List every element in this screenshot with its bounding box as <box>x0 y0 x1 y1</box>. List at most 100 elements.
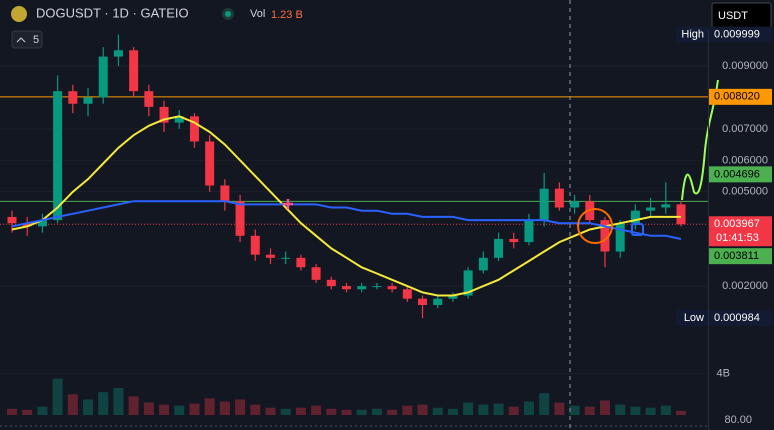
candle-body <box>494 238 504 258</box>
candle-body <box>570 201 580 208</box>
volume-bar <box>676 410 686 415</box>
volume-bar <box>569 405 580 415</box>
price-label-box <box>709 166 772 183</box>
volume-bar <box>356 409 367 415</box>
candle-body <box>402 289 412 299</box>
volume-bar <box>508 406 519 415</box>
y-tick-label: 0.005000 <box>722 186 768 198</box>
symbol-title[interactable]: DOGUSDT · 1D · GATEIO <box>36 5 189 20</box>
candle-body <box>144 91 154 107</box>
volume-bar <box>235 399 246 415</box>
candle-body <box>676 204 686 225</box>
price-label-box <box>709 248 772 265</box>
candle-body <box>478 257 488 271</box>
candle-body <box>387 286 397 290</box>
volume-bar <box>67 394 78 415</box>
volume-bar <box>645 407 656 415</box>
volume-bar <box>554 402 565 415</box>
price-label-box <box>709 88 772 105</box>
candle-body <box>205 141 215 186</box>
volume-bar <box>7 408 17 415</box>
extreme-tag: High <box>681 29 704 41</box>
volume-bar <box>98 392 109 415</box>
price-label: 0.003967 <box>714 218 760 230</box>
volume-tick-label: 4B <box>717 367 730 379</box>
candle-body <box>22 223 32 227</box>
volume-bar <box>371 408 382 415</box>
candle-body <box>98 56 108 98</box>
extreme-label: 0.000984 <box>714 312 760 324</box>
volume-bar <box>478 404 489 415</box>
volume-bar <box>250 404 261 415</box>
volume-bar <box>295 407 306 415</box>
volume-bar <box>539 393 550 415</box>
volume-bar <box>280 408 291 415</box>
candle-body <box>600 220 610 252</box>
extreme-tag-box <box>676 26 708 43</box>
extreme-label-box <box>709 310 772 327</box>
candle-body <box>113 50 123 57</box>
volume-bar <box>523 401 534 415</box>
candle-body <box>646 207 656 211</box>
candle-body <box>159 106 169 123</box>
volume-bar <box>219 401 230 415</box>
volume-bar <box>463 402 474 415</box>
volume-bar <box>174 405 185 415</box>
scale-divider <box>708 30 709 430</box>
volume-bar <box>432 407 443 415</box>
moving-average <box>11 115 681 297</box>
extreme-tag-box <box>676 310 708 327</box>
candle-body <box>509 238 519 243</box>
price-label: 0.003811 <box>714 250 759 262</box>
y-tick-label: 0.006000 <box>722 154 768 166</box>
volume-bar <box>584 406 595 415</box>
volume-bar <box>630 406 641 415</box>
candle-body <box>372 286 382 288</box>
candle-body <box>296 257 306 268</box>
extreme-label: 0.009999 <box>714 29 760 41</box>
y-tick-label: 0.002000 <box>722 280 768 292</box>
volume-bar <box>660 405 671 415</box>
currency-label: USDT <box>718 10 748 22</box>
oscillator-tick-label: 80.00 <box>724 414 752 426</box>
chevron-icon <box>16 37 26 43</box>
volume-bar <box>204 398 215 415</box>
candle-body <box>53 91 63 221</box>
moving-average <box>11 200 682 240</box>
volume-bar <box>402 405 413 415</box>
extreme-label-box <box>709 26 772 43</box>
volume-bar <box>113 388 124 415</box>
volume-bar <box>128 396 139 415</box>
projection-drawing <box>681 79 719 201</box>
volume-bar <box>417 404 428 415</box>
price-label-box <box>709 216 772 247</box>
indicator-toggle[interactable] <box>11 30 43 49</box>
volume-bar <box>189 403 200 415</box>
y-tick-label: 0.009000 <box>722 60 768 72</box>
candle-body <box>68 91 78 104</box>
candle-body <box>129 50 139 92</box>
candle-body <box>433 298 443 305</box>
candle-body <box>630 210 640 224</box>
candle-body <box>326 279 336 287</box>
cross-marker <box>283 199 293 209</box>
volume-total: 1.23 B <box>271 9 303 21</box>
volume-bar <box>599 400 610 415</box>
candle-body <box>342 286 351 290</box>
volume-bar <box>22 409 33 415</box>
candle-body <box>448 295 458 299</box>
price-label: 0.008020 <box>714 91 760 103</box>
volume-bar <box>387 409 398 415</box>
volume-bar <box>52 378 63 415</box>
candle-body <box>7 216 17 224</box>
symbol-icon <box>11 6 27 22</box>
candle-body <box>311 267 321 280</box>
volume-bar <box>143 402 154 415</box>
candle-body <box>554 188 564 208</box>
volume-bar <box>37 406 48 415</box>
candle-body <box>539 188 549 221</box>
candle-body <box>220 185 230 202</box>
volume-caption: Vol <box>250 8 265 20</box>
